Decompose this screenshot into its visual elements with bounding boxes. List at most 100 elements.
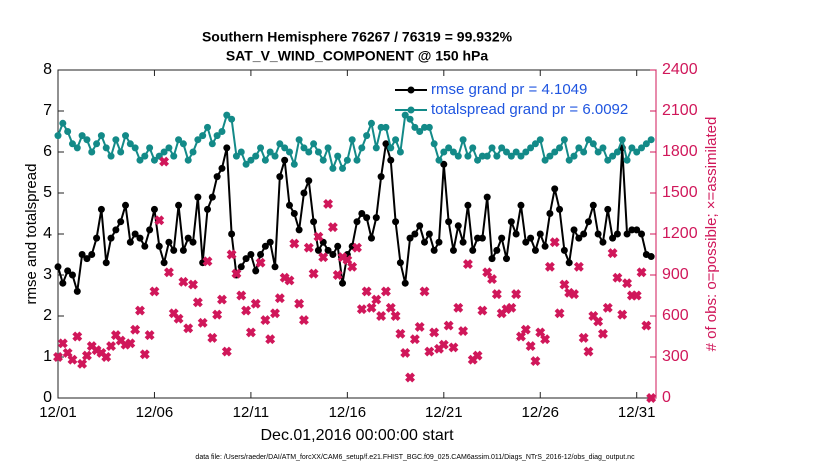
point [594, 230, 602, 238]
point [416, 222, 424, 230]
point [363, 132, 371, 140]
point [348, 136, 356, 144]
obs-marker [149, 286, 160, 297]
obs-marker [101, 352, 112, 362]
obs-marker [106, 341, 116, 352]
obs-marker [617, 309, 628, 320]
obs-marker [540, 334, 551, 345]
x-tick-label: 12/16 [329, 404, 367, 421]
obs-marker [289, 238, 300, 249]
y2-tick-label: 2100 [662, 102, 698, 119]
point [541, 242, 549, 250]
point [353, 218, 361, 226]
obs-marker [472, 350, 483, 361]
obs-marker [163, 267, 174, 278]
obs-marker [443, 320, 454, 331]
point [556, 205, 564, 213]
point [329, 164, 337, 172]
obs-marker [646, 393, 657, 403]
point [512, 148, 520, 156]
point [353, 156, 361, 164]
point [367, 234, 375, 242]
obs-marker [506, 302, 517, 313]
point [232, 152, 240, 160]
legend-marker [407, 106, 415, 114]
point [204, 205, 211, 213]
point [213, 173, 221, 181]
obs-marker [400, 347, 411, 358]
point [112, 136, 120, 144]
point [73, 287, 81, 295]
point [281, 156, 289, 164]
obs-marker [593, 316, 604, 327]
point [435, 238, 443, 246]
point [401, 279, 409, 287]
point [223, 144, 231, 152]
point [54, 132, 62, 140]
obs-marker [313, 231, 324, 242]
point [392, 136, 400, 144]
point [131, 144, 139, 152]
point [329, 251, 337, 258]
point [377, 173, 385, 181]
point [589, 201, 597, 209]
legend-label: totalspread grand pr = 6.0092 [431, 101, 628, 118]
x-tick-label: 12/06 [136, 404, 174, 421]
y2-tick-label: 2400 [662, 61, 698, 78]
obs-marker [125, 338, 136, 349]
x-tick-label: 12/26 [521, 404, 559, 421]
obs-marker [419, 286, 430, 297]
obs-marker [250, 298, 261, 309]
y-tick-label: 4 [43, 225, 52, 242]
obs-marker [135, 305, 145, 316]
point [406, 234, 414, 242]
obs-marker [57, 338, 68, 349]
point [633, 226, 641, 234]
point [223, 111, 231, 119]
chart-title: Southern Hemisphere 76267 / 76319 = 99.9… [202, 29, 513, 45]
obs-marker [144, 330, 155, 341]
x-tick-label: 12/01 [39, 404, 77, 421]
obs-marker [487, 274, 497, 285]
point [445, 144, 453, 152]
obs-marker [520, 324, 531, 335]
point [271, 263, 279, 271]
point [425, 230, 433, 238]
point [623, 156, 631, 164]
obs-marker [274, 293, 285, 304]
legend-label: rmse grand pr = 4.1049 [431, 81, 587, 98]
point [594, 148, 602, 156]
point [517, 201, 525, 209]
point [112, 226, 120, 234]
point [570, 152, 578, 160]
point [589, 140, 597, 148]
point [68, 271, 76, 279]
point [580, 230, 588, 238]
obs-marker [549, 237, 560, 248]
obs-marker [530, 356, 541, 367]
point [64, 128, 72, 135]
point [324, 246, 332, 254]
point [522, 238, 530, 246]
point [339, 279, 347, 287]
point [184, 234, 192, 242]
footnote: data file: /Users/raeder/DAI/ATM_forcXX/… [195, 454, 635, 461]
point [319, 156, 327, 164]
point [146, 144, 154, 152]
legend-marker [407, 86, 415, 94]
obs-marker [525, 341, 536, 352]
point [541, 156, 549, 164]
point [382, 140, 390, 148]
obs-marker [327, 222, 338, 233]
point [488, 144, 496, 152]
point [117, 218, 125, 226]
point [78, 251, 86, 258]
obs-marker [612, 272, 623, 283]
point [609, 234, 617, 242]
point [531, 246, 539, 254]
obs-marker [554, 308, 565, 319]
point [170, 246, 178, 254]
y2-tick-label: 0 [662, 389, 671, 406]
point [416, 128, 424, 135]
point [290, 210, 298, 217]
